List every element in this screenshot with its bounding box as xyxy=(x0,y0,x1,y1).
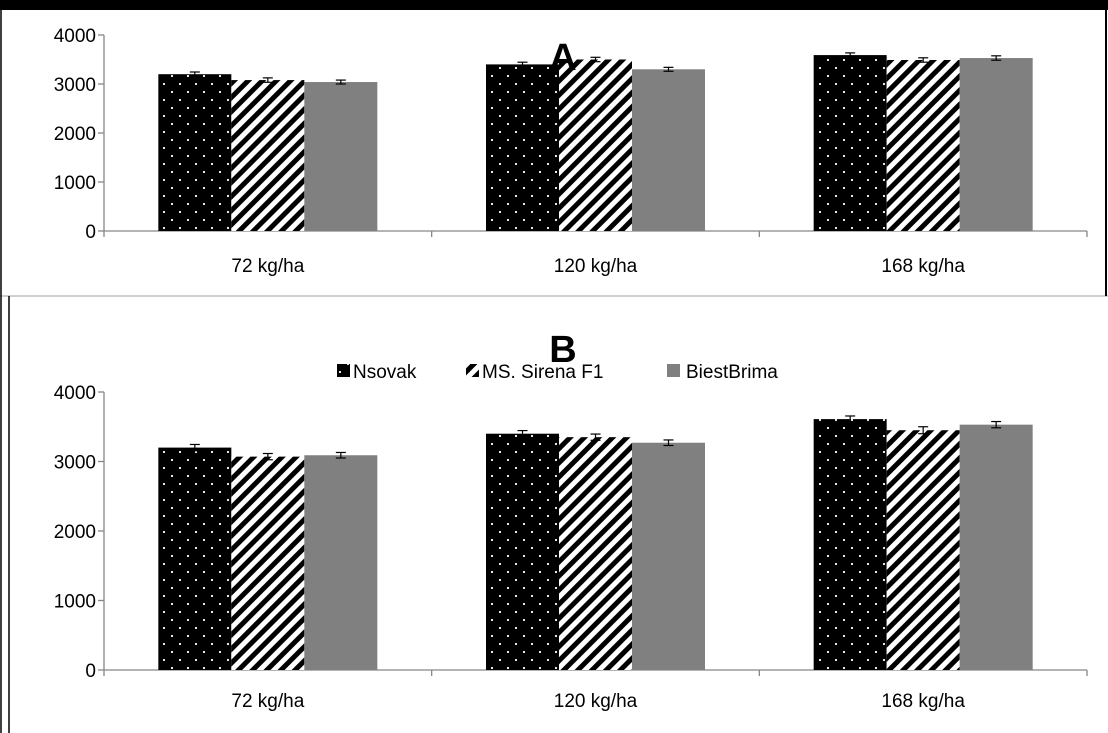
bar-biestbrima xyxy=(304,82,378,231)
bar-nsovak xyxy=(158,447,232,670)
x-tick-label: 168 kg/ha xyxy=(881,691,965,712)
legend-swatch-biestbrima xyxy=(667,364,680,377)
x-tick-label: 120 kg/ha xyxy=(554,256,638,277)
legend: Nsovak MS. Sirena F1 BiestBrima xyxy=(337,362,778,383)
bar-ms-sirena-f1 xyxy=(559,59,632,231)
y-tick-label: 0 xyxy=(85,222,96,243)
panel-title: A xyxy=(549,37,576,79)
x-tick-label: 72 kg/ha xyxy=(231,691,304,712)
y-tick-label: 3000 xyxy=(54,453,96,474)
bar-biestbrima xyxy=(632,69,705,231)
panel-title: B xyxy=(549,329,576,371)
bar-nsovak xyxy=(486,433,559,670)
legend-label-ms-sirena: MS. Sirena F1 xyxy=(482,362,603,383)
top-border xyxy=(0,0,1108,10)
y-tick-label: 4000 xyxy=(54,26,96,47)
y-tick-label: 4000 xyxy=(54,383,96,404)
y-tick-label: 2000 xyxy=(54,124,96,145)
legend-label-nsovak: Nsovak xyxy=(353,362,417,383)
bar-biestbrima xyxy=(959,424,1033,670)
y-tick-label: 1000 xyxy=(54,592,96,613)
legend-swatch-nsovak xyxy=(337,364,350,377)
chart-panel-a: 0 1000 2000 3000 4000 72 kg/ha 120 kg/ha 168 kg… xyxy=(54,26,1088,277)
bar-biestbrima xyxy=(304,455,378,670)
bar-ms-sirena-f1 xyxy=(886,430,960,670)
legend-label-biestbrima: BiestBrima xyxy=(686,362,778,383)
chart-panel-b: 0 1000 2000 3000 4000 72 kg/ha 120 kg/ha 168 kg… xyxy=(54,329,1088,712)
bar-ms-sirena-f1 xyxy=(231,456,305,670)
bar-biestbrima xyxy=(632,442,705,670)
x-tick-label: 120 kg/ha xyxy=(554,691,638,712)
x-tick-label: 72 kg/ha xyxy=(231,256,304,277)
bar-nsovak xyxy=(486,64,559,232)
y-tick-label: 0 xyxy=(85,661,96,682)
bar-nsovak xyxy=(158,74,232,231)
legend-swatch-ms-sirena xyxy=(466,364,479,377)
bar-nsovak xyxy=(813,55,887,232)
y-tick-label: 3000 xyxy=(54,75,96,96)
y-tick-label: 1000 xyxy=(54,173,96,194)
bar-nsovak xyxy=(813,419,887,670)
bar-ms-sirena-f1 xyxy=(559,437,632,670)
x-tick-label: 168 kg/ha xyxy=(881,256,965,277)
y-tick-label: 2000 xyxy=(54,522,96,543)
bar-biestbrima xyxy=(959,58,1033,231)
bar-ms-sirena-f1 xyxy=(886,59,960,231)
bar-ms-sirena-f1 xyxy=(231,80,305,231)
